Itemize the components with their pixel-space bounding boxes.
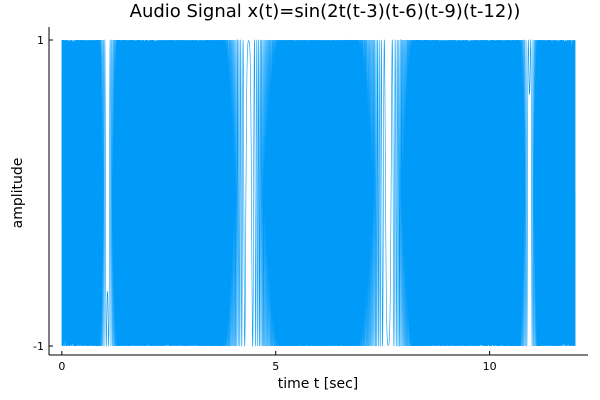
x-tick-label-5: 5 xyxy=(272,360,279,373)
y-tick-label--1: -1 xyxy=(33,340,44,353)
x-ticks: 0 5 10 xyxy=(58,351,497,373)
series-group xyxy=(61,38,576,348)
x-tick-label-10: 10 xyxy=(483,360,497,373)
chart-title: Audio Signal x(t)=sin(2t(t-3)(t-6)(t-9)(… xyxy=(130,1,521,22)
x-tick-label-0: 0 xyxy=(58,360,65,373)
series-line-0 xyxy=(61,38,576,348)
y-tick-label-1: 1 xyxy=(37,34,44,47)
y-ticks: -1 1 xyxy=(33,34,53,353)
y-axis-label: amplitude xyxy=(10,158,26,229)
x-axis-label: time t [sec] xyxy=(278,376,359,392)
